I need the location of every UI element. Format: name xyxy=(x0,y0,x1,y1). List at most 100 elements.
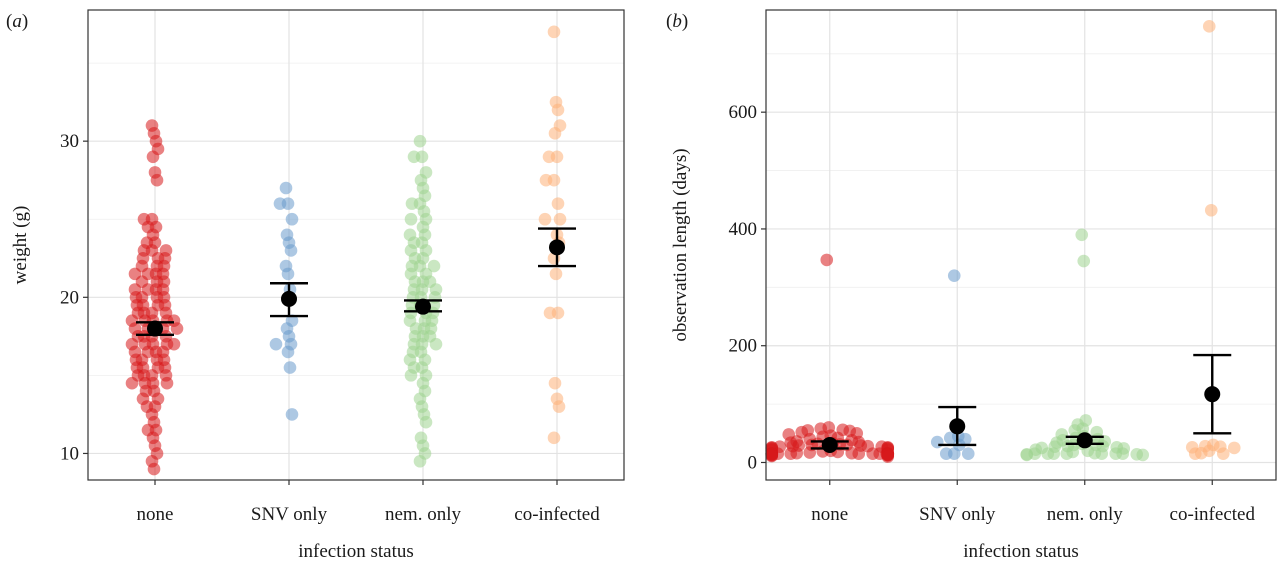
point-snv-only xyxy=(281,267,295,281)
point-co-infected xyxy=(538,212,552,226)
y-tick-label: 200 xyxy=(729,336,758,357)
panel-a-y-ticks: 10 20 30 xyxy=(60,131,88,464)
point-nem-only xyxy=(1077,254,1091,268)
point-co-infected xyxy=(542,150,556,164)
point-co-infected xyxy=(548,127,562,140)
point-co-infected xyxy=(547,25,561,39)
point-none xyxy=(125,376,139,390)
point-nem-only xyxy=(1060,447,1074,461)
point-nem-only xyxy=(405,197,419,210)
point-co-infected xyxy=(1227,441,1241,455)
mean-point-none xyxy=(821,436,838,453)
point-snv-only xyxy=(947,269,961,282)
point-co-infected xyxy=(1216,447,1230,461)
point-none xyxy=(146,150,160,164)
point-snv-only xyxy=(283,361,297,374)
y-tick-label: 600 xyxy=(729,102,758,123)
point-co-infected xyxy=(1204,203,1218,217)
panel-a-label: (a) xyxy=(6,11,28,32)
point-nem-only xyxy=(1020,448,1034,462)
point-nem-only xyxy=(404,212,418,226)
point-snv-only xyxy=(285,212,299,226)
point-none xyxy=(765,449,779,463)
point-co-infected xyxy=(549,267,563,281)
point-nem-only xyxy=(427,259,441,273)
x-tick-label-co-infected: co-infected xyxy=(1170,504,1256,525)
panel-a-points xyxy=(125,25,567,476)
x-tick-label-nem-only: nem. only xyxy=(385,504,461,525)
point-nem-only xyxy=(1075,228,1089,242)
point-nem-only xyxy=(1116,447,1130,461)
panel-b-grid xyxy=(766,10,1276,480)
point-none xyxy=(881,450,895,463)
panel-a: (a) 10 20 30 none SNV only nem. only co-infec… xyxy=(6,9,625,562)
x-tick-label-snv-only: SNV only xyxy=(251,504,328,525)
mean-point-snv-only xyxy=(949,418,966,435)
x-tick-label-none: none xyxy=(811,504,848,525)
point-snv-only xyxy=(269,337,283,351)
mean-point-co-infected xyxy=(1204,386,1221,403)
panel-b-x-axis-label: infection status xyxy=(963,541,1079,562)
mean-point-snv-only xyxy=(281,290,297,307)
point-snv-only xyxy=(285,408,299,421)
point-co-infected xyxy=(543,306,557,320)
point-nem-only xyxy=(1041,447,1055,461)
x-tick-label-co-infected: co-infected xyxy=(514,504,600,525)
point-co-infected xyxy=(539,173,553,187)
point-nem-only xyxy=(1095,447,1109,461)
panel-b-means xyxy=(810,353,1232,453)
y-tick-label: 10 xyxy=(60,443,79,464)
point-snv-only xyxy=(939,447,953,461)
panel-b-y-axis-label: observation length (days) xyxy=(670,148,691,341)
point-co-infected xyxy=(1188,447,1202,461)
mean-point-none xyxy=(147,320,163,337)
point-nem-only xyxy=(419,415,433,429)
point-snv-only xyxy=(281,345,295,359)
point-none xyxy=(852,447,866,461)
point-none xyxy=(820,253,834,267)
point-nem-only xyxy=(404,369,418,382)
mean-point-co-infected xyxy=(549,239,565,256)
x-tick-label-nem-only: nem. only xyxy=(1047,504,1123,525)
point-co-infected xyxy=(548,376,562,390)
x-tick-label-none: none xyxy=(137,504,174,525)
panel-b-border xyxy=(765,9,1277,481)
panel-b-x-ticks: none SNV only nem. only co-infected xyxy=(811,480,1255,525)
y-tick-label: 30 xyxy=(60,131,79,152)
point-none xyxy=(784,447,798,461)
point-snv-only xyxy=(273,197,287,210)
point-snv-only xyxy=(943,431,957,445)
point-none xyxy=(150,173,164,187)
point-none xyxy=(147,462,161,476)
panel-a-y-axis-label: weight (g) xyxy=(10,206,31,285)
mean-point-nem-only xyxy=(1076,432,1093,449)
point-nem-only xyxy=(429,337,443,351)
panel-a-means xyxy=(136,227,576,337)
point-nem-only xyxy=(413,134,427,148)
point-snv-only xyxy=(279,181,293,195)
point-none xyxy=(170,322,184,335)
panel-b-points xyxy=(765,20,1241,463)
point-co-infected xyxy=(547,431,561,445)
panel-b-y-ticks: 0 200 400 600 xyxy=(729,102,766,473)
point-nem-only xyxy=(413,454,427,468)
point-nem-only xyxy=(407,150,421,164)
point-co-infected xyxy=(551,103,565,117)
point-co-infected xyxy=(553,212,567,226)
panel-b-label: (b) xyxy=(666,11,688,32)
point-co-infected xyxy=(552,400,566,413)
point-co-infected xyxy=(1202,20,1216,33)
panel-a-border xyxy=(87,9,625,481)
mean-point-nem-only xyxy=(415,298,431,315)
panel-a-x-axis-label: infection status xyxy=(298,541,414,562)
point-snv-only xyxy=(284,244,298,257)
x-tick-label-snv-only: SNV only xyxy=(919,504,996,525)
y-tick-label: 0 xyxy=(748,452,758,473)
point-none xyxy=(160,376,174,390)
y-tick-label: 400 xyxy=(729,219,758,240)
point-snv-only xyxy=(961,447,975,461)
point-co-infected xyxy=(551,197,565,210)
point-nem-only xyxy=(1136,448,1150,462)
y-tick-label: 20 xyxy=(60,287,79,308)
